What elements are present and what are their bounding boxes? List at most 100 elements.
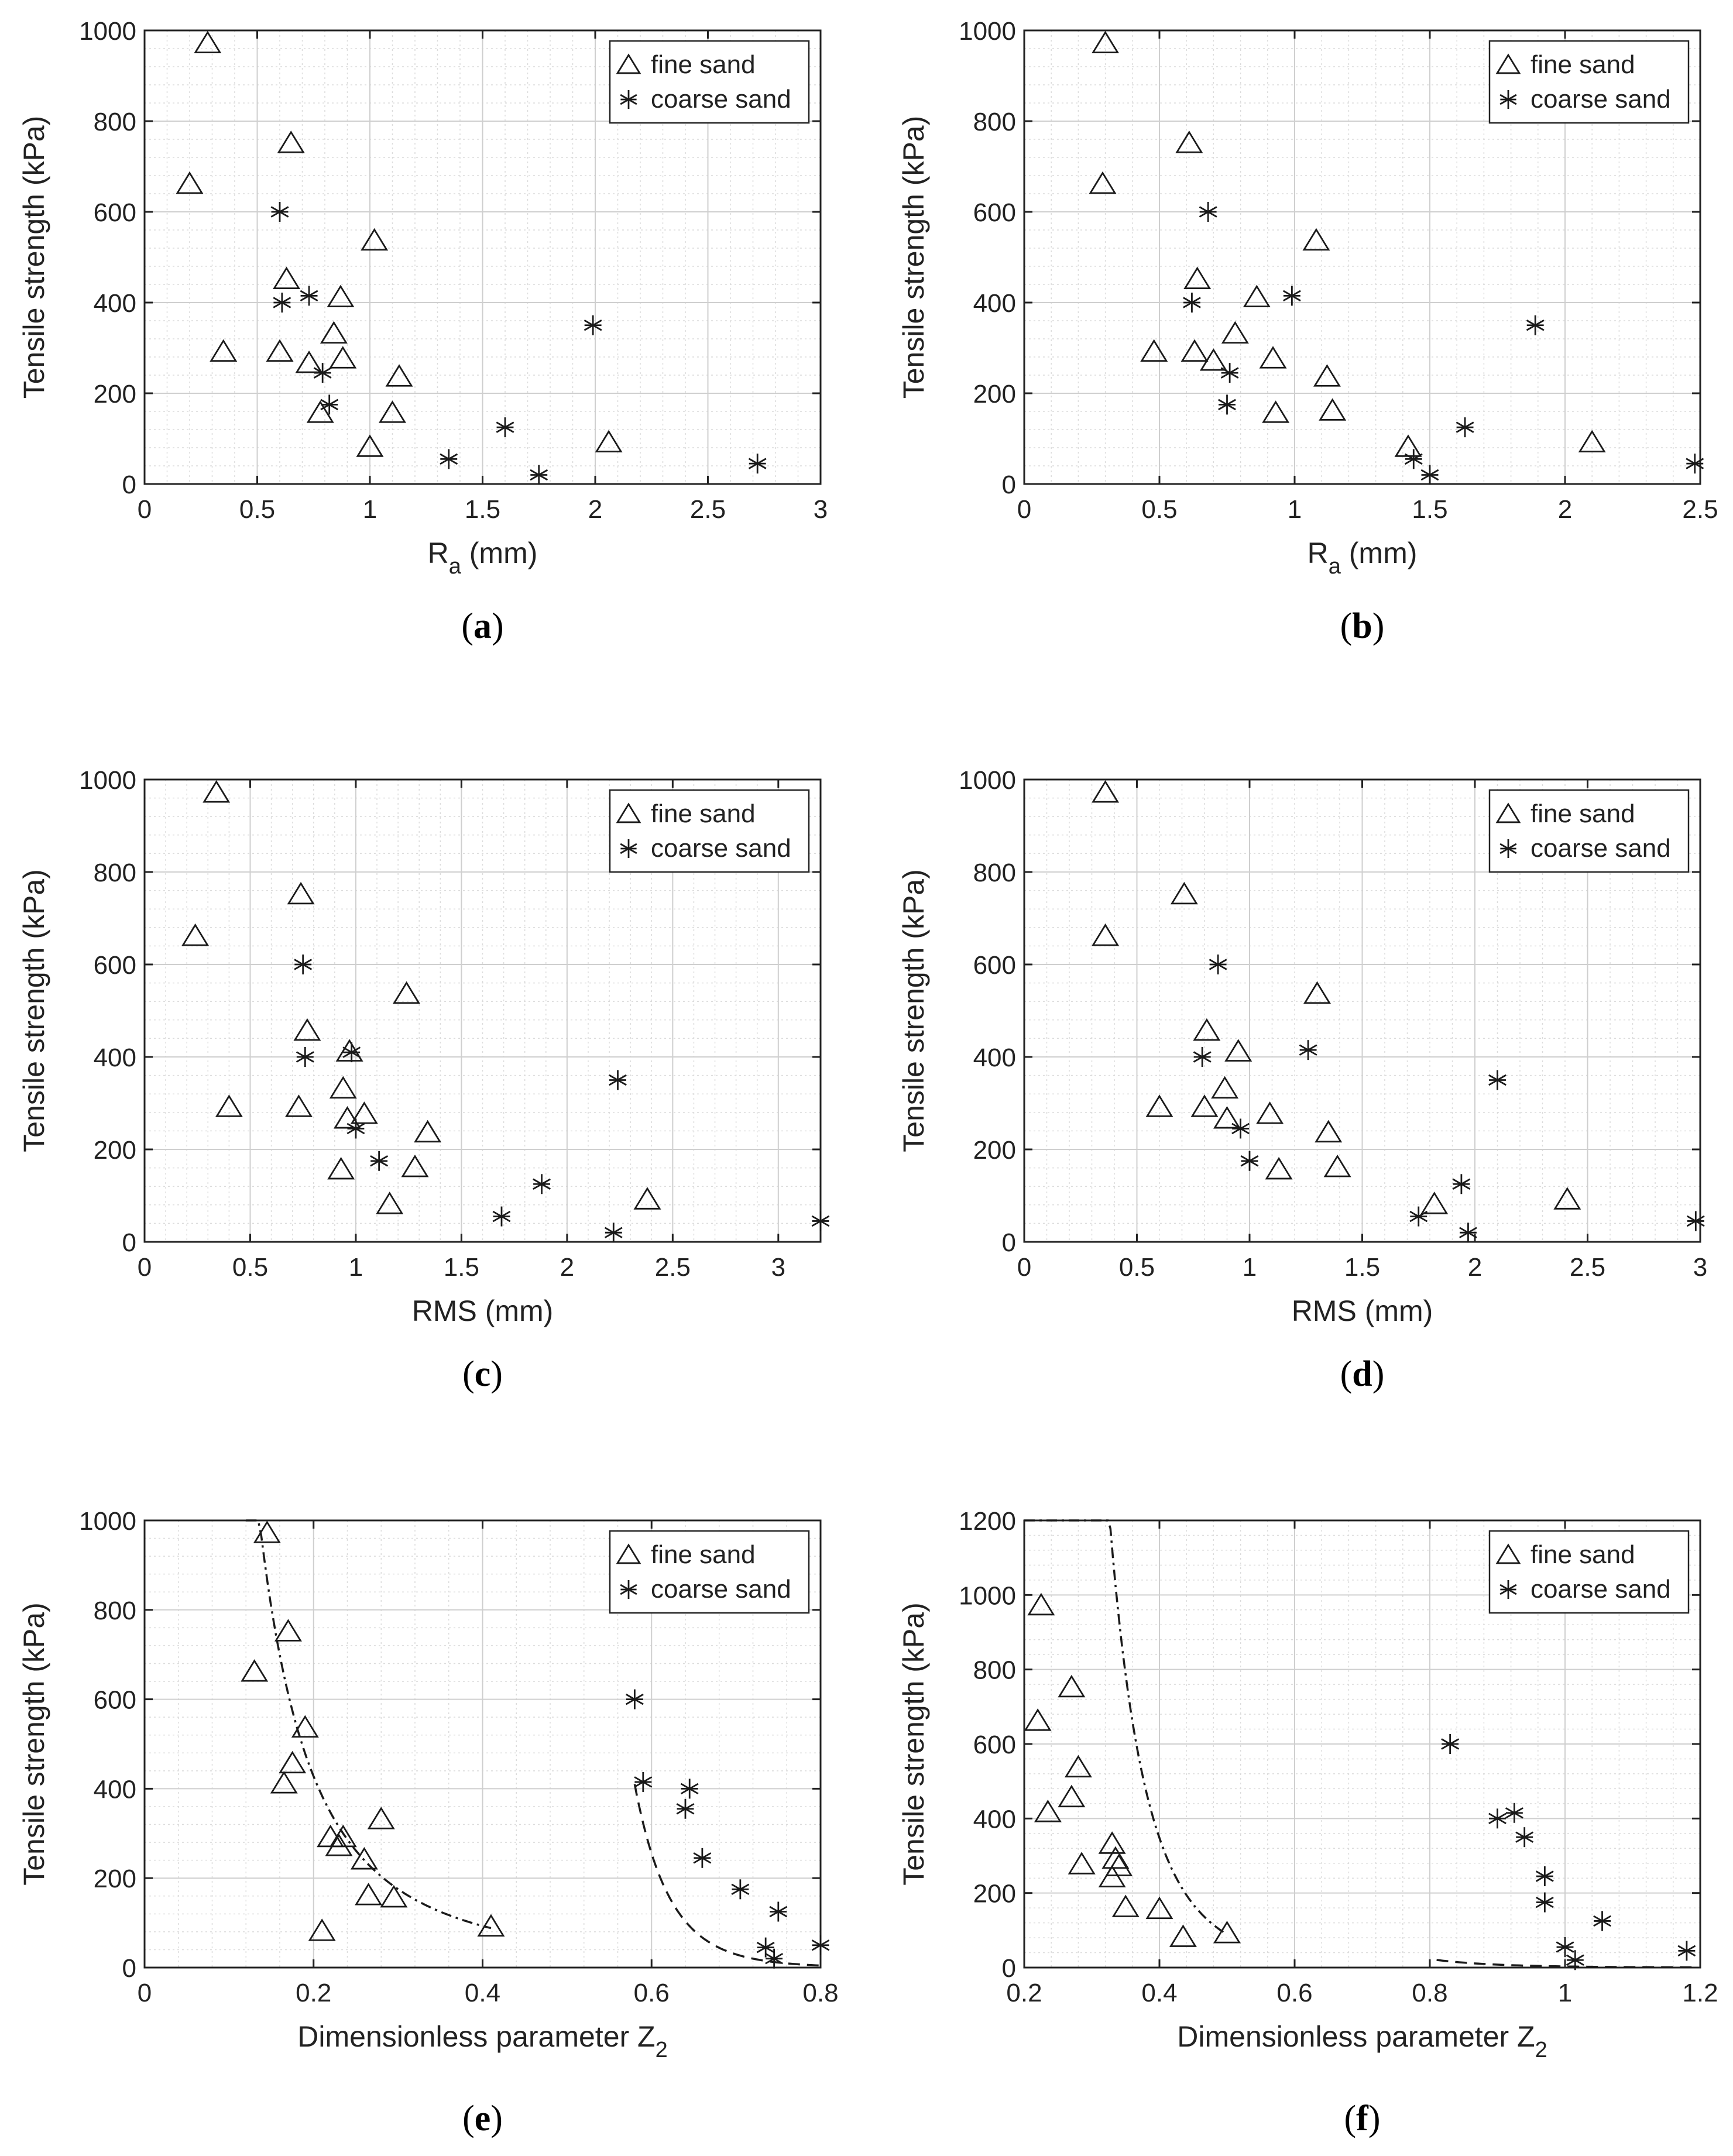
x-tick-label: 3 (771, 1253, 785, 1282)
x-tick-label: 0.5 (1119, 1253, 1155, 1282)
data-point-asterisk (1220, 363, 1239, 383)
series-fine-sand (176, 30, 623, 457)
caption-letter: a (473, 606, 492, 646)
x-tick-label: 1.5 (1412, 495, 1447, 524)
y-tick-label: 200 (973, 1136, 1016, 1165)
y-tick-label: 1200 (959, 1507, 1016, 1536)
data-point-asterisk (604, 1223, 623, 1243)
data-point-triangle (273, 266, 301, 290)
data-point-triangle (376, 1192, 404, 1214)
data-point-triangle (1027, 1592, 1055, 1616)
data-point-triangle (1420, 1192, 1449, 1214)
y-axis-label: Tensile strength (kPa) (18, 869, 50, 1152)
panel-caption: (d) (1340, 1354, 1385, 1394)
x-tick-label: 1 (363, 495, 377, 524)
caption-letter: e (475, 2099, 491, 2138)
x-axis-label-main: RMS (mm) (1292, 1295, 1433, 1327)
caption-letter: b (1352, 606, 1372, 646)
data-point-triangle (595, 430, 623, 453)
data-point-asterisk (1488, 1070, 1506, 1090)
y-tick-label: 400 (973, 1805, 1016, 1834)
x-tick-label: 0.8 (802, 1979, 838, 2007)
y-axis-label: Tensile strength (kPa) (897, 869, 930, 1152)
data-point-triangle (1175, 131, 1203, 153)
chart-panel-d: 0 0.5 1 1.5 2 2.5 3 0 200 400 600 800 1000 RMS (mm) Te… (897, 766, 1707, 1394)
series-coarse-sand (1193, 955, 1705, 1243)
data-point-asterisk (273, 293, 291, 313)
y-tick-label: 800 (94, 859, 136, 887)
y-tick-label: 600 (94, 1686, 136, 1715)
data-point-triangle (633, 1187, 661, 1210)
y-tick-label: 600 (94, 951, 136, 980)
data-point-triangle (1303, 981, 1331, 1004)
data-point-triangle (1145, 1896, 1173, 1920)
x-tick-label: 1 (1243, 1253, 1257, 1282)
y-tick-label: 200 (973, 1880, 1016, 1908)
data-point-asterisk (769, 1901, 788, 1922)
chart-panel-c: 0 0.5 1 1.5 2 2.5 3 0 200 400 600 800 1000 RMS (mm) Te… (18, 766, 830, 1394)
x-axis-label: Ra (mm) (428, 537, 538, 579)
panel-caption: (b) (1340, 606, 1385, 646)
data-point-triangle (1145, 1094, 1173, 1117)
data-point-triangle (355, 1883, 383, 1906)
y-tick-label: 800 (94, 108, 136, 136)
data-point-triangle (1101, 1846, 1130, 1869)
data-point-asterisk (270, 202, 289, 222)
data-point-asterisk (1420, 465, 1439, 485)
x-tick-label: 0.5 (1141, 495, 1177, 524)
y-tick-label: 1000 (79, 1507, 136, 1536)
data-point-asterisk (1515, 1827, 1534, 1848)
data-point-asterisk (300, 286, 318, 306)
legend-box (609, 789, 810, 873)
x-tick-label: 2 (560, 1253, 574, 1282)
data-point-triangle (1092, 780, 1120, 803)
panel-caption: (c) (462, 1354, 503, 1394)
data-point-triangle (1256, 1101, 1284, 1124)
data-point-asterisk (533, 1174, 551, 1194)
data-point-triangle (1221, 321, 1249, 344)
data-point-triangle (1170, 881, 1198, 905)
x-tick-label: 1 (1558, 1979, 1572, 2007)
data-point-triangle (1190, 1094, 1219, 1117)
legend-marker-triangle (616, 802, 641, 823)
x-axis-label: RMS (mm) (412, 1295, 554, 1327)
caption-letter: d (1352, 1354, 1372, 1394)
x-axis-label-main: Dimensionless parameter Z (297, 2020, 655, 2053)
data-point-triangle (350, 1101, 378, 1124)
x-tick-label: 0.6 (634, 1979, 670, 2007)
y-tick-label: 800 (94, 1597, 136, 1625)
y-axis-label: Tensile strength (kPa) (897, 1602, 930, 1886)
legend-label-coarse-sand: coarse sand (1530, 85, 1671, 114)
data-point-triangle (253, 1520, 281, 1543)
data-point-triangle (1140, 339, 1168, 362)
legend-marker-asterisk (1499, 90, 1517, 109)
x-tick-label: 2 (1558, 495, 1572, 524)
data-point-triangle (1262, 400, 1290, 423)
y-tick-label: 0 (1002, 471, 1016, 499)
data-point-asterisk (530, 465, 548, 485)
legend: fine sand coarse sand (609, 1530, 810, 1614)
caption-paren-close: ) (490, 2099, 503, 2138)
data-point-triangle (1213, 1106, 1241, 1129)
x-tick-label: 1.5 (444, 1253, 479, 1282)
x-axis-label-main: R (1308, 537, 1329, 569)
x-tick-label: 0.4 (465, 1979, 500, 2007)
chart-panel-f: 0.2 0.4 0.6 0.8 1 1.2 0 200 400 600 800 1000 1200 Dim… (897, 1507, 1718, 2138)
fit-curve-fine-sand (1024, 1519, 1228, 1935)
data-point-triangle (1058, 1674, 1086, 1698)
data-point-triangle (350, 1846, 378, 1870)
y-tick-label: 600 (973, 1731, 1016, 1759)
data-point-asterisk (296, 1047, 314, 1067)
x-tick-label: 1.5 (465, 495, 500, 524)
legend-label-coarse-sand: coarse sand (651, 1575, 791, 1604)
legend: fine sand coarse sand (609, 40, 810, 124)
data-point-asterisk (1566, 1950, 1584, 1970)
data-point-triangle (270, 1771, 298, 1794)
data-point-triangle (284, 1094, 313, 1117)
data-point-triangle (1243, 284, 1271, 308)
data-point-asterisk (1282, 286, 1301, 306)
legend-label-coarse-sand: coarse sand (1530, 834, 1671, 863)
data-point-triangle (477, 1914, 505, 1937)
y-tick-label: 400 (94, 1775, 136, 1804)
y-axis-label: Tensile strength (kPa) (18, 1602, 50, 1886)
